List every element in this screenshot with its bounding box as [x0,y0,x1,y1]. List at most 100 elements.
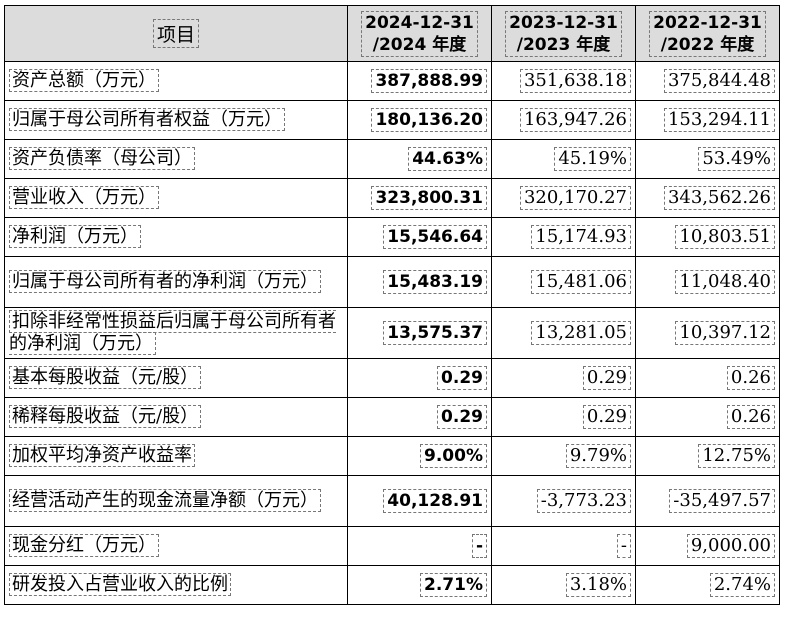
row-label-text: 资产负债率（母公司） [9,147,195,170]
value-2024: 44.63% [347,139,492,179]
value-2023-text: 0.29 [582,366,631,390]
value-2022-text: 153,294.11 [663,108,775,132]
value-2023: 13,281.05 [491,307,636,359]
table-row: 归属于母公司所有者权益（万元） 180,136.20 163,947.26 15… [4,100,780,140]
row-label-text: 现金分红（万元） [9,534,159,557]
row-label: 归属于母公司所有者权益（万元） [4,100,348,140]
row-label: 归属于母公司所有者的净利润（万元） [4,256,348,308]
value-2023-text: - [616,534,631,558]
row-label: 稀释每股收益（元/股） [4,397,348,437]
row-label: 经营活动产生的现金流量净额（万元） [4,475,348,527]
row-label-text: 归属于母公司所有者的净利润（万元） [9,270,321,293]
value-2023: 15,481.06 [491,256,636,308]
value-2024: 15,483.19 [347,256,492,308]
table-row: 扣除非经常性损益后归属于母公司所有者的净利润（万元） 13,575.37 13,… [4,307,780,359]
header-2023-period: /2023 年度 [516,34,611,55]
value-2022: 11,048.40 [635,256,780,308]
header-item-label: 项目 [152,19,199,48]
table-row: 加权平均净资产收益率 9.00% 9.79% 12.75% [4,436,780,476]
value-2024-text: 15,483.19 [383,270,487,294]
row-label-text: 归属于母公司所有者权益（万元） [9,108,285,131]
table-row: 基本每股收益（元/股） 0.29 0.29 0.26 [4,358,780,398]
value-2022-text: 343,562.26 [663,186,775,210]
row-label-text: 净利润（万元） [9,225,141,248]
value-2022-text: 10,397.12 [675,321,775,345]
value-2022-text: 53.49% [698,147,775,171]
value-2022: 375,844.48 [635,61,780,101]
value-2022-text: 2.74% [709,573,775,597]
value-2022: 153,294.11 [635,100,780,140]
row-label-text: 研发投入占营业收入的比例 [9,573,231,596]
value-2023: 15,174.93 [491,217,636,257]
header-2024-period: /2024 年度 [372,34,467,55]
value-2022: 10,397.12 [635,307,780,359]
value-2024-text: 0.29 [437,366,487,390]
financial-summary-table: 项目 2024-12-31 /2024 年度 2023-12-31 /2023 … [4,5,780,605]
value-2022-text: 375,844.48 [663,69,775,93]
row-label: 净利润（万元） [4,217,348,257]
value-2024: 15,546.64 [347,217,492,257]
value-2024: 0.29 [347,397,492,437]
value-2022: -35,497.57 [635,475,780,527]
value-2023-text: 351,638.18 [519,69,631,93]
value-2024: 180,136.20 [347,100,492,140]
value-2022: 12.75% [635,436,780,476]
value-2022: 53.49% [635,139,780,179]
value-2023: 0.29 [491,397,636,437]
header-2023-label: 2023-12-31 /2023 年度 [505,10,622,57]
value-2023-text: 9.79% [565,444,631,468]
header-item: 项目 [4,5,348,62]
row-label: 营业收入（万元） [4,178,348,218]
value-2024-text: 323,800.31 [371,186,487,210]
row-label-text: 营业收入（万元） [9,186,159,209]
row-label: 现金分红（万元） [4,526,348,566]
value-2022: 2.74% [635,565,780,605]
value-2022-text: 0.26 [726,405,775,429]
value-2024: 387,888.99 [347,61,492,101]
table-row: 经营活动产生的现金流量净额（万元） 40,128.91 -3,773.23 -3… [4,475,780,527]
table-row: 归属于母公司所有者的净利润（万元） 15,483.19 15,481.06 11… [4,256,780,308]
value-2023: 45.19% [491,139,636,179]
value-2024-text: 2.71% [420,573,487,597]
row-label: 资产总额（万元） [4,61,348,101]
value-2024-text: 180,136.20 [371,108,487,132]
value-2024-text: 13,575.37 [383,321,487,345]
row-label-text: 稀释每股收益（元/股） [9,405,202,428]
value-2024-text: 15,546.64 [383,225,487,249]
table-header-row: 项目 2024-12-31 /2024 年度 2023-12-31 /2023 … [4,5,780,62]
value-2023: 9.79% [491,436,636,476]
value-2024: - [347,526,492,566]
value-2022: 9,000.00 [635,526,780,566]
table-row: 现金分红（万元） - - 9,000.00 [4,526,780,566]
value-2024-text: 9.00% [420,444,487,468]
value-2024: 2.71% [347,565,492,605]
value-2023: 351,638.18 [491,61,636,101]
table-row: 营业收入（万元） 323,800.31 320,170.27 343,562.2… [4,178,780,218]
row-label: 加权平均净资产收益率 [4,436,348,476]
value-2022: 343,562.26 [635,178,780,218]
value-2022-text: 11,048.40 [675,270,775,294]
row-label: 扣除非经常性损益后归属于母公司所有者的净利润（万元） [4,307,348,359]
header-2022-date: 2022-12-31 [653,12,762,33]
row-label: 资产负债率（母公司） [4,139,348,179]
value-2023-text: 15,174.93 [531,225,631,249]
header-2022: 2022-12-31 /2022 年度 [635,5,780,62]
value-2022-text: 10,803.51 [675,225,775,249]
table-row: 净利润（万元） 15,546.64 15,174.93 10,803.51 [4,217,780,257]
value-2024-text: 0.29 [437,405,487,429]
row-label: 基本每股收益（元/股） [4,358,348,398]
value-2023: 3.18% [491,565,636,605]
header-2023: 2023-12-31 /2023 年度 [491,5,636,62]
row-label: 研发投入占营业收入的比例 [4,565,348,605]
value-2023-text: 45.19% [554,147,631,171]
value-2023-text: 13,281.05 [531,321,631,345]
value-2024-text: 44.63% [408,147,487,171]
value-2024: 323,800.31 [347,178,492,218]
header-2022-period: /2022 年度 [660,34,755,55]
value-2023-text: 3.18% [565,573,631,597]
value-2024: 0.29 [347,358,492,398]
value-2023-text: 320,170.27 [519,186,631,210]
value-2022-text: 0.26 [726,366,775,390]
value-2024-text: 387,888.99 [371,69,487,93]
value-2023: 0.29 [491,358,636,398]
